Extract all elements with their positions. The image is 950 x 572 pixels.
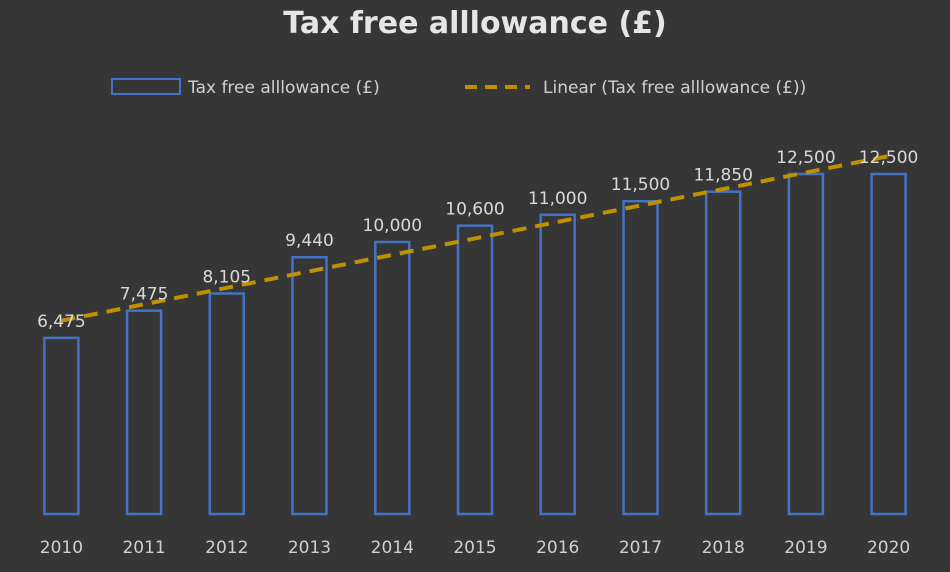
bar-2014 (374, 240, 411, 516)
data-label-2017: 11,500 (611, 175, 670, 195)
legend-label-trendline: Linear (Tax free alllowance (£)) (543, 78, 806, 98)
x-tick-2014: 2014 (371, 538, 414, 558)
data-label-2015: 10,600 (445, 200, 504, 220)
data-label-2012: 8,105 (202, 268, 251, 288)
bar-2018 (704, 190, 742, 516)
x-tick-2019: 2019 (784, 538, 827, 558)
legend-swatch-bars (111, 78, 181, 95)
x-tick-2018: 2018 (702, 538, 745, 558)
x-tick-2017: 2017 (619, 538, 662, 558)
data-label-2014: 10,000 (363, 216, 422, 236)
data-label-2019: 12,500 (776, 148, 835, 168)
bar-2019 (787, 172, 825, 516)
x-tick-2012: 2012 (205, 538, 248, 558)
legend: Tax free alllowance (£) Linear (Tax free… (111, 78, 806, 98)
bars-layer (43, 172, 907, 516)
bar-2015 (456, 224, 494, 516)
bar-2013 (291, 255, 328, 516)
bar-2011 (125, 309, 163, 516)
x-axis-ticks: 2010 2011 2012 2013 2014 2015 2016 2017 2018 2019… (40, 538, 910, 558)
data-label-2011: 7,475 (120, 285, 169, 305)
linear-trendline (61, 154, 889, 323)
data-labels-layer: 6,475 7,475 8,105 9,440 10,000 10,600 11,000 11… (37, 148, 918, 332)
bar-2016 (539, 213, 576, 516)
bar-2012 (208, 292, 246, 516)
trendline-layer (61, 154, 889, 323)
bar-2010 (43, 336, 80, 516)
chart-title: Tax free alllowance (£) (283, 6, 667, 41)
x-tick-2010: 2010 (40, 538, 83, 558)
data-label-2013: 9,440 (285, 231, 334, 251)
bar-2020 (870, 172, 907, 516)
x-tick-2013: 2013 (288, 538, 331, 558)
data-label-2010: 6,475 (37, 312, 86, 332)
x-tick-2011: 2011 (122, 538, 165, 558)
x-tick-2020: 2020 (867, 538, 910, 558)
data-label-2018: 11,850 (693, 166, 752, 186)
x-tick-2016: 2016 (536, 538, 579, 558)
x-tick-2015: 2015 (453, 538, 496, 558)
bar-2017 (622, 199, 659, 516)
data-label-2016: 11,000 (528, 189, 587, 209)
data-label-2020: 12,500 (859, 148, 918, 168)
legend-label-bars: Tax free alllowance (£) (187, 78, 380, 98)
